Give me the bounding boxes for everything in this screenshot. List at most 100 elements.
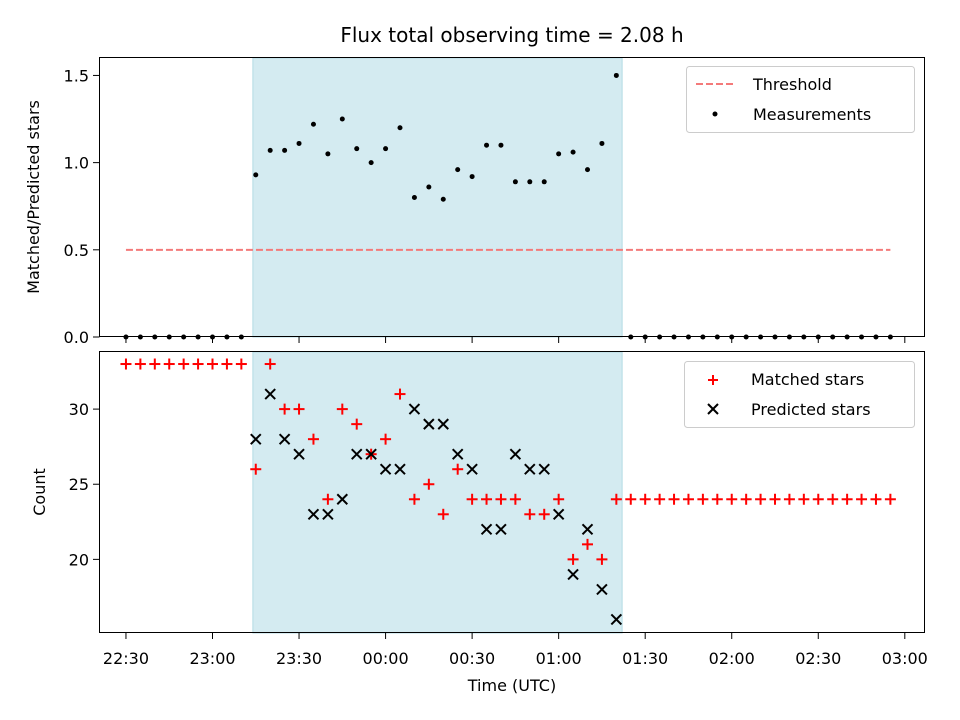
predicted-star-point	[466, 463, 478, 475]
top-legend: Threshold Measurements	[686, 66, 915, 133]
predicted-star-point	[307, 508, 320, 520]
matched-star-point	[336, 403, 348, 415]
predicted-star-point	[423, 418, 435, 430]
measurements-series	[123, 72, 893, 340]
top-y-tick-label: 0.0	[64, 328, 89, 347]
matched-star-point	[495, 493, 507, 505]
measurement-point	[585, 167, 590, 173]
matched-star-point	[264, 358, 276, 370]
matched-star-point	[149, 358, 161, 370]
measurement-point	[484, 142, 490, 148]
bottom-panel-frame	[99, 351, 925, 633]
predicted-star-point	[495, 523, 507, 536]
matched-star-point	[235, 358, 247, 370]
bottom-legend: Matched stars Predicted stars	[684, 361, 915, 428]
predicted-star-point	[480, 523, 493, 536]
top-x-ticks	[125, 337, 906, 343]
matched-star-point	[639, 493, 651, 505]
measurement-point	[325, 151, 331, 157]
legend-matched-swatch	[708, 375, 718, 385]
matched-star-point	[740, 493, 752, 505]
matched-star-point	[250, 463, 262, 475]
bottom-x-ticks: 22:30 23:00 23:30 00:00 00:30 01:00 01:30 02:00…	[103, 633, 928, 668]
matched-star-point	[524, 508, 536, 520]
top-y-axis-label: Matched/Predicted stars	[24, 100, 43, 294]
matched-star-point	[783, 493, 795, 505]
measurement-point	[411, 195, 417, 200]
matched-star-point	[567, 553, 579, 565]
matched-star-point	[682, 493, 694, 505]
matched-star-point	[163, 358, 175, 370]
x-tick-label: 02:30	[795, 649, 841, 668]
matched-star-point	[279, 403, 291, 415]
matched-star-point	[582, 538, 593, 550]
top-y-tick-label: 1.0	[64, 154, 89, 173]
legend-measurements-swatch	[712, 111, 718, 117]
bottom-panel-shade	[252, 351, 623, 634]
matched-star-point	[178, 358, 190, 370]
matched-star-point	[596, 553, 608, 565]
x-tick-label: 00:30	[449, 649, 495, 668]
top-legend-box	[686, 66, 915, 133]
matched-star-point	[481, 493, 493, 505]
measurement-point	[440, 196, 446, 202]
matched-star-point	[120, 358, 132, 370]
bottom-panel: 20 25 30 22:30 23:00 23:30 00:00 00:30 01:00 01:…	[30, 351, 928, 695]
matched-star-point	[466, 493, 478, 505]
matched-star-point	[553, 493, 565, 505]
x-tick-label: 23:30	[276, 649, 322, 668]
measurement-point	[613, 72, 619, 78]
measurement-point	[397, 125, 403, 131]
matched-star-point	[380, 433, 392, 445]
bottom-y-axis-label: Count	[30, 468, 49, 516]
matched-star-point	[408, 493, 420, 505]
matched-star-point	[192, 358, 204, 370]
legend-matched-label: Matched stars	[751, 370, 864, 389]
matched-star-point	[668, 493, 680, 505]
bottom-y-tick-label: 20	[69, 550, 89, 569]
legend-threshold-label: Threshold	[752, 75, 832, 94]
measurement-point	[383, 146, 389, 152]
matched-star-point	[841, 493, 853, 505]
matched-star-point	[610, 493, 622, 505]
matched-star-point	[856, 493, 868, 505]
measurement-point	[310, 121, 316, 127]
matched-star-point	[207, 358, 218, 370]
measurement-point	[469, 174, 475, 180]
matched-star-point	[654, 493, 666, 505]
measurement-point	[556, 151, 562, 157]
x-tick-label: 22:30	[103, 649, 149, 668]
top-panel-shade	[252, 57, 623, 338]
matched-star-point	[351, 418, 363, 430]
matched-star-point	[870, 493, 882, 505]
matched-star-point	[437, 508, 449, 520]
matched-star-point	[509, 493, 521, 505]
measurement-point	[426, 184, 432, 190]
matched-star-point	[307, 433, 319, 445]
matched-star-point	[711, 493, 723, 505]
matched-star-point	[538, 508, 550, 520]
predicted-star-point	[538, 463, 550, 475]
matched-star-point	[134, 358, 146, 370]
predicted-star-point	[408, 403, 421, 415]
top-y-tick-label: 0.5	[64, 241, 89, 260]
bottom-legend-box	[684, 361, 915, 428]
predicted-star-point	[278, 433, 291, 445]
legend-measurements-label: Measurements	[753, 105, 871, 124]
measurement-point	[599, 140, 605, 146]
predicted-star-point	[567, 568, 579, 581]
predicted-stars-series	[250, 388, 623, 626]
legend-predicted-swatch	[707, 403, 719, 415]
predicted-star-point	[509, 448, 522, 460]
predicted-star-point	[322, 508, 334, 520]
top-y-tick-label: 1.5	[64, 66, 89, 85]
measurement-point	[267, 147, 273, 153]
predicted-star-point	[552, 508, 565, 520]
predicted-star-point	[293, 448, 305, 460]
measurement-point	[282, 147, 288, 153]
predicted-star-point	[596, 583, 608, 596]
bottom-y-tick-label: 25	[69, 475, 89, 494]
matched-star-point	[812, 493, 824, 505]
predicted-star-point	[250, 433, 262, 445]
predicted-star-point	[524, 463, 536, 475]
